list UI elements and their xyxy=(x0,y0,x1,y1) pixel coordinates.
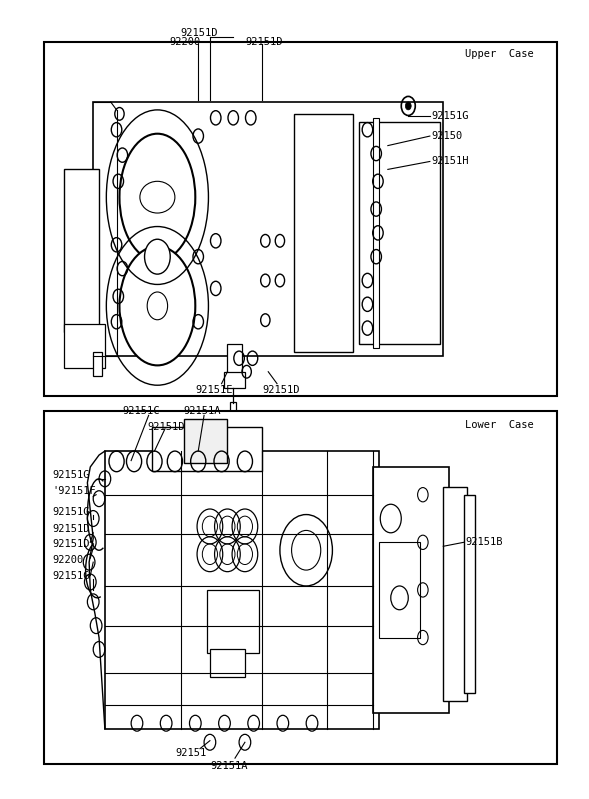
Text: Lower  Case: Lower Case xyxy=(465,420,534,430)
Bar xyxy=(184,419,227,463)
Bar xyxy=(359,121,441,344)
Text: 92150: 92150 xyxy=(432,131,463,141)
Text: 92151D: 92151D xyxy=(147,422,185,432)
Text: '92151F: '92151F xyxy=(52,486,96,495)
Bar xyxy=(224,372,245,388)
Text: 92151D: 92151D xyxy=(52,539,90,549)
Bar xyxy=(44,411,557,765)
Bar xyxy=(464,495,475,693)
Text: Upper  Case: Upper Case xyxy=(465,50,534,59)
Text: 92151: 92151 xyxy=(175,748,206,757)
Text: 92151D: 92151D xyxy=(181,28,219,38)
Bar xyxy=(44,42,557,396)
Text: 92151H: 92151H xyxy=(432,157,469,166)
Ellipse shape xyxy=(120,133,196,260)
Text: 92151A: 92151A xyxy=(210,761,247,771)
Text: 92151G: 92151G xyxy=(432,111,469,121)
Bar xyxy=(64,324,105,368)
Bar xyxy=(93,102,444,356)
Text: 92151E: 92151E xyxy=(196,385,233,395)
Bar xyxy=(230,402,236,411)
Text: 92151D: 92151D xyxy=(245,38,282,47)
Bar xyxy=(444,487,466,701)
Bar xyxy=(151,427,263,471)
Bar xyxy=(93,352,102,376)
Ellipse shape xyxy=(147,292,168,320)
Bar xyxy=(207,590,260,654)
Ellipse shape xyxy=(140,181,175,213)
Bar xyxy=(64,169,99,332)
Bar xyxy=(210,650,245,678)
Text: 92151A: 92151A xyxy=(184,407,221,416)
Bar xyxy=(373,117,379,348)
Text: 92151G: 92151G xyxy=(52,570,90,581)
Bar xyxy=(227,344,242,376)
Text: 92151D: 92151D xyxy=(52,524,90,534)
Text: 92151D: 92151D xyxy=(263,385,300,395)
Bar xyxy=(105,451,379,729)
Text: 92151C: 92151C xyxy=(123,407,160,416)
Text: 92151G: 92151G xyxy=(52,507,90,517)
Bar xyxy=(379,543,420,638)
Text: 92151G: 92151G xyxy=(52,470,90,480)
Bar xyxy=(373,467,449,713)
Ellipse shape xyxy=(120,246,196,365)
Text: 92151B: 92151B xyxy=(465,537,503,547)
Circle shape xyxy=(405,102,411,110)
Circle shape xyxy=(144,239,170,274)
Bar xyxy=(294,114,353,352)
Text: 92200: 92200 xyxy=(52,555,84,565)
Text: 92200: 92200 xyxy=(169,38,200,47)
